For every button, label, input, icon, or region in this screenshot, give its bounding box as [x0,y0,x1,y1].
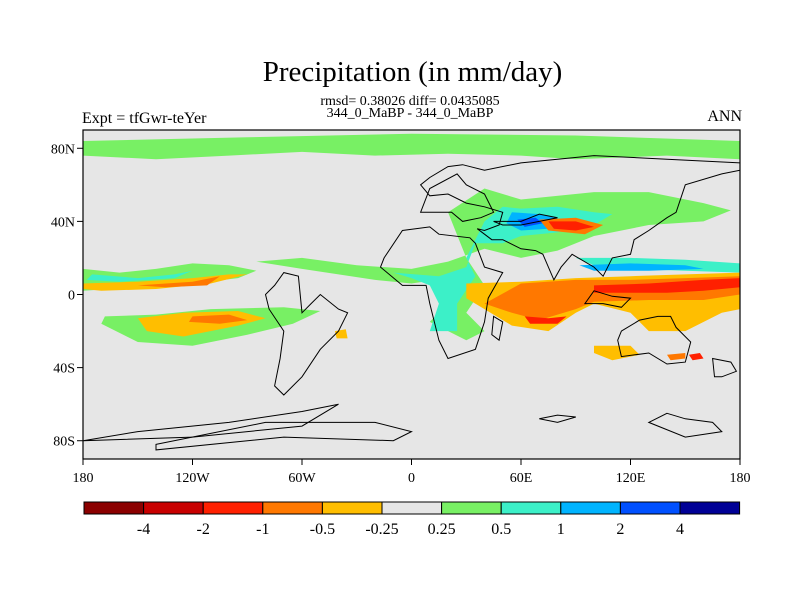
precip-region-8 [256,188,731,341]
coastline-9 [617,315,692,365]
precip-region-16 [594,278,740,293]
coastline-layer [83,155,740,451]
colorbar-swatch-4 [321,501,383,515]
colorbar-label-8: 2 [616,521,624,538]
x-axis: 180 120W 60W 0 60E 120E 180 [73,459,751,486]
case-line: 344_0_MaBP - 344_0_MaBP [326,106,494,121]
y-tick-label-3: 40S [53,362,75,377]
y-axis: 80N 40N 0 40S 80S [51,142,83,450]
precip-region-22 [688,353,704,361]
colorbar-label-3: -0.5 [310,521,335,538]
colorbar-label-4: -0.25 [365,521,398,538]
y-tick-label-0: 80N [51,142,75,157]
colorbar-swatch-0 [83,501,145,515]
precipitation-field-layer [83,133,740,361]
x-tick-label-0: 180 [73,471,94,486]
colorbar-swatch-6 [441,501,502,515]
coastline-1 [83,403,339,442]
season-label: ANN [707,108,742,125]
colorbar-label-1: -2 [197,521,210,538]
colorbar-swatch-10 [679,501,741,515]
plot-title: Precipitation (in mm/day) [262,56,563,88]
precip-region-7 [188,314,248,324]
colorbar-swatch-9 [619,501,681,515]
precip-region-19 [548,221,594,231]
x-tick-label-1: 120W [175,471,210,486]
coastline-11 [647,412,723,438]
colorbar-label-7: 1 [557,521,565,538]
coastline-10 [712,357,738,378]
precip-region-13 [579,263,704,271]
precip-region-2 [86,270,193,282]
coastline-8 [583,290,632,308]
x-tick-label-2: 60W [288,471,316,486]
colorbar-label-2: -1 [256,521,269,538]
colorbar-label-5: 0.25 [428,521,456,538]
coastline-0 [264,272,349,396]
colorbar-label-0: -4 [137,521,150,538]
colorbar-swatch-5 [381,501,443,515]
colorbar-swatch-7 [500,501,562,515]
stats-line: rmsd= 0.38026 diff= 0.0435085 [320,94,500,109]
precip-region-9 [393,206,613,332]
precip-region-21 [667,353,686,361]
coastline-12 [539,414,576,423]
x-tick-label-6: 180 [730,471,751,486]
coastline-7 [491,315,504,342]
colorbar-swatch-8 [560,501,621,515]
x-tick-label-3: 0 [408,471,415,486]
x-tick-label-5: 120E [616,471,646,486]
y-tick-label-2: 0 [68,289,75,304]
colorbar: -4 -2 -1 -0.5 -0.25 0.25 0.5 1 2 4 [83,501,741,538]
colorbar-swatch-1 [143,501,204,515]
coastline-6 [419,155,740,282]
coastline-2 [155,421,413,451]
precip-region-17 [524,316,567,324]
coastline-5 [493,213,558,226]
colorbar-swatch-2 [202,501,264,515]
colorbar-label-9: 4 [676,521,684,538]
y-tick-label-1: 40N [51,215,75,230]
precip-region-3 [83,274,248,291]
colorbar-label-6: 0.5 [491,521,511,538]
y-tick-label-4: 80S [53,435,75,450]
colorbar-swatch-3 [262,501,323,515]
precip-region-4 [137,276,220,288]
coastline-4 [419,173,495,222]
experiment-label: Expt = tfGwr-teYer [82,110,207,127]
precip-region-20 [594,345,640,361]
x-tick-label-4: 60E [510,471,533,486]
coastline-3 [379,226,504,360]
precip-region-0 [83,133,740,160]
